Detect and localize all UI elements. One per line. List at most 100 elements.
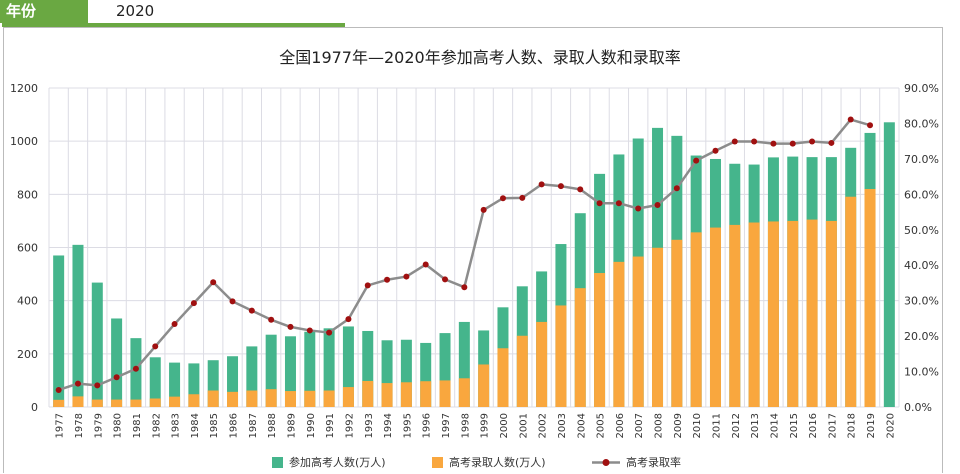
y-tick-label: 0 bbox=[31, 401, 38, 414]
x-tick-label: 1993 bbox=[364, 413, 375, 438]
bar-admitted bbox=[574, 288, 586, 407]
rate-point bbox=[596, 200, 603, 207]
x-tick-label: 2006 bbox=[615, 413, 626, 438]
x-tick-label: 1981 bbox=[132, 413, 143, 438]
bar-participants bbox=[304, 331, 316, 407]
bar-admitted bbox=[439, 380, 451, 407]
bar-admitted bbox=[652, 247, 664, 407]
rate-point bbox=[384, 276, 391, 283]
bar-participants bbox=[130, 338, 142, 407]
rate-point bbox=[248, 307, 255, 314]
x-tick-label: 1978 bbox=[74, 413, 85, 438]
rate-point bbox=[673, 185, 680, 192]
x-tick-label: 2020 bbox=[885, 413, 896, 438]
rate-point bbox=[55, 386, 62, 393]
bar-admitted bbox=[825, 220, 837, 407]
bar-admitted bbox=[53, 399, 65, 407]
legend-swatch-green bbox=[272, 456, 283, 468]
bar-admitted bbox=[497, 348, 509, 407]
rate-point bbox=[132, 365, 139, 372]
rate-point bbox=[94, 382, 101, 389]
bar-participants bbox=[149, 357, 161, 407]
legend-item-rate: 高考录取率 bbox=[592, 454, 681, 470]
x-tick-label: 2000 bbox=[499, 413, 510, 438]
rate-point bbox=[268, 316, 275, 323]
bar-participants bbox=[381, 340, 393, 407]
x-tick-label: 1996 bbox=[422, 413, 433, 438]
rate-point bbox=[190, 300, 197, 307]
legend-item-admitted: 高考录取人数(万人) bbox=[432, 454, 546, 470]
rate-point bbox=[519, 194, 526, 201]
x-tick-label: 1986 bbox=[229, 413, 240, 438]
bar-admitted bbox=[130, 399, 142, 407]
rate-point bbox=[364, 282, 371, 289]
rate-point bbox=[461, 284, 468, 291]
bar-participants bbox=[169, 362, 181, 407]
x-tick-label: 2004 bbox=[576, 413, 587, 438]
bar-participants bbox=[362, 330, 374, 407]
legend-item-participants: 参加高考人数(万人) bbox=[272, 454, 386, 470]
bar-admitted bbox=[729, 224, 741, 407]
x-tick-label: 2018 bbox=[847, 413, 858, 438]
bar-admitted bbox=[284, 391, 296, 407]
rate-point bbox=[770, 140, 777, 147]
bar-participants bbox=[91, 282, 103, 407]
y-tick-label: 200 bbox=[17, 348, 38, 361]
bar-participants bbox=[458, 321, 470, 407]
rate-point bbox=[229, 298, 236, 305]
bar-admitted bbox=[709, 227, 721, 407]
bar-participants bbox=[342, 326, 354, 407]
rate-point bbox=[789, 140, 796, 147]
bar-participants bbox=[53, 255, 65, 407]
rate-point bbox=[867, 122, 874, 129]
bar-admitted bbox=[613, 261, 625, 407]
legend-swatch-orange bbox=[432, 456, 443, 468]
x-tick-label: 2017 bbox=[827, 413, 838, 438]
bar-participants bbox=[284, 336, 296, 407]
bar-admitted bbox=[690, 232, 702, 407]
x-tick-label: 1997 bbox=[441, 413, 452, 438]
bar-admitted bbox=[227, 391, 239, 407]
bar-participants bbox=[883, 122, 895, 407]
y2-tick-label: 30.0% bbox=[904, 295, 939, 308]
x-tick-label: 2019 bbox=[866, 413, 877, 438]
y2-tick-label: 20.0% bbox=[904, 330, 939, 343]
x-tick-label: 2007 bbox=[634, 413, 645, 438]
x-tick-label: 1977 bbox=[55, 413, 66, 438]
bar-admitted bbox=[632, 256, 644, 407]
x-tick-label: 1992 bbox=[344, 413, 355, 438]
bar-participants bbox=[72, 244, 84, 407]
y-tick-label: 800 bbox=[17, 188, 38, 201]
rate-point bbox=[152, 343, 159, 350]
x-tick-label: 1999 bbox=[480, 413, 491, 438]
rate-point bbox=[693, 157, 700, 164]
y-tick-label: 1200 bbox=[10, 82, 38, 95]
y2-tick-label: 60.0% bbox=[904, 188, 939, 201]
bar-admitted bbox=[91, 399, 103, 407]
bar-admitted bbox=[342, 387, 354, 407]
rate-point bbox=[113, 374, 120, 381]
x-tick-label: 1984 bbox=[190, 413, 201, 438]
bar-admitted bbox=[72, 396, 84, 407]
bar-participants bbox=[265, 334, 277, 407]
bar-participants bbox=[323, 328, 335, 407]
bar-admitted bbox=[806, 219, 818, 407]
x-tick-label: 2015 bbox=[789, 413, 800, 438]
x-tick-label: 2013 bbox=[750, 413, 761, 438]
x-tick-label: 2002 bbox=[538, 413, 549, 438]
header-underline bbox=[2, 23, 345, 27]
bar-admitted bbox=[400, 382, 412, 407]
x-tick-label: 2012 bbox=[731, 413, 742, 438]
bar-admitted bbox=[420, 381, 432, 407]
rate-point bbox=[635, 205, 642, 212]
rate-point bbox=[74, 380, 81, 387]
rate-point bbox=[422, 261, 429, 268]
rate-point bbox=[654, 201, 661, 208]
rate-point bbox=[615, 200, 622, 207]
bar-participants bbox=[439, 333, 451, 407]
rate-point bbox=[847, 116, 854, 123]
rate-point bbox=[557, 183, 564, 190]
x-tick-label: 1998 bbox=[460, 413, 471, 438]
rate-point bbox=[712, 147, 719, 154]
